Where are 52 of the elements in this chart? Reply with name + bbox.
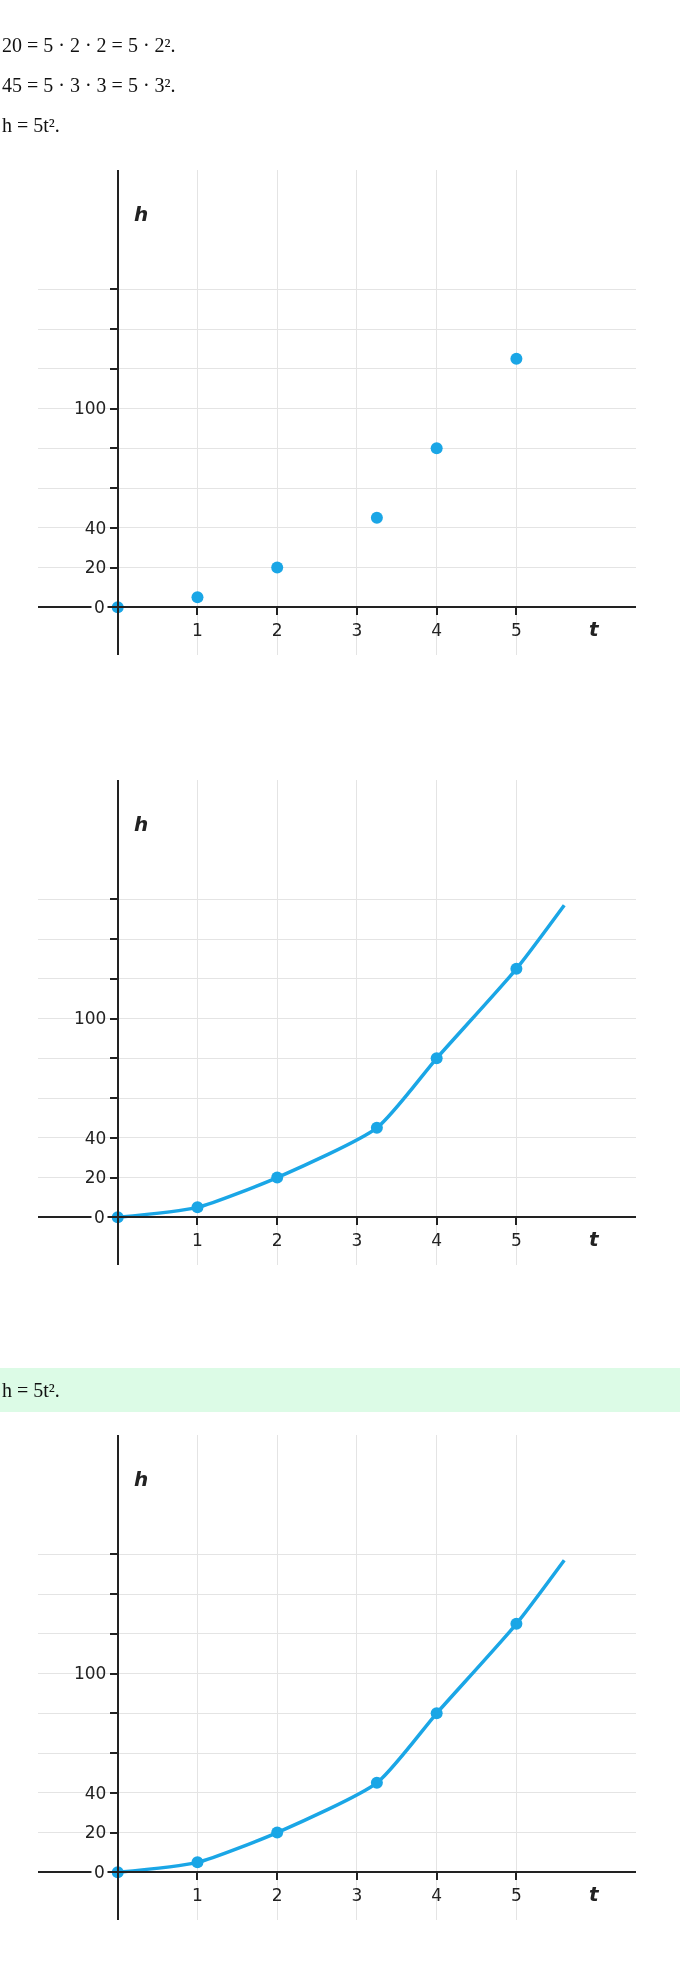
point <box>271 1171 284 1184</box>
x-tick-label: 3 <box>351 1884 363 1905</box>
y-axis-title: h <box>134 202 149 226</box>
point <box>271 561 284 574</box>
x-tick-label: 1 <box>192 1884 203 1905</box>
y-tick-label: 100 <box>73 1008 107 1029</box>
x-tick-label: 5 <box>510 1884 522 1905</box>
x-tick-label: 4 <box>431 619 443 640</box>
x-tick-label: 1 <box>192 619 203 640</box>
x-tick-label: 3 <box>351 1229 363 1250</box>
x-tick-label: 2 <box>271 619 283 640</box>
y-tick-label: 0 <box>94 1862 105 1882</box>
x-tick-label: 5 <box>510 619 522 640</box>
y-tick-label: 20 <box>84 1822 107 1843</box>
y-tick-label: 20 <box>84 557 107 578</box>
y-tick-label: 40 <box>84 1127 107 1148</box>
y-tick-label: 20 <box>84 1167 107 1188</box>
y-tick-label: 100 <box>73 398 107 419</box>
text: h = 5t². <box>2 114 60 136</box>
x-tick-label: 4 <box>431 1884 443 1905</box>
x-axis-title: t <box>589 617 600 641</box>
x-axis-title: t <box>589 1882 600 1906</box>
y-axis-title: h <box>134 1467 149 1491</box>
y-tick-label: 0 <box>94 597 105 617</box>
x-tick-label: 5 <box>510 1229 522 1250</box>
point <box>370 1776 383 1789</box>
point <box>191 1856 204 1869</box>
text: 45 = 5 · 3 · 3 = 5 · 3². <box>2 74 176 96</box>
x-axis-title: t <box>589 1227 600 1251</box>
point <box>430 1052 443 1065</box>
point <box>430 442 443 455</box>
x-tick-label: 2 <box>271 1884 283 1905</box>
x-tick-label: 4 <box>431 1229 443 1250</box>
y-axis-title: h <box>134 812 149 836</box>
text: 20 = 5 · 2 · 2 = 5 · 2². <box>2 34 176 56</box>
x-tick-label: 1 <box>192 1229 203 1250</box>
x-tick-label: 3 <box>351 619 363 640</box>
y-tick-label: 100 <box>73 1663 107 1684</box>
text: h = 5t². <box>2 1379 60 1401</box>
point <box>271 1826 284 1839</box>
point <box>370 1121 383 1134</box>
point <box>191 1201 204 1214</box>
point <box>370 511 383 524</box>
point <box>510 1617 523 1630</box>
y-tick-label: 0 <box>94 1207 105 1227</box>
point <box>510 352 523 365</box>
x-tick-label: 2 <box>271 1229 283 1250</box>
y-tick-label: 40 <box>84 517 107 538</box>
point <box>191 591 204 604</box>
point <box>510 962 523 975</box>
point <box>430 1707 443 1720</box>
y-tick-label: 40 <box>84 1782 107 1803</box>
